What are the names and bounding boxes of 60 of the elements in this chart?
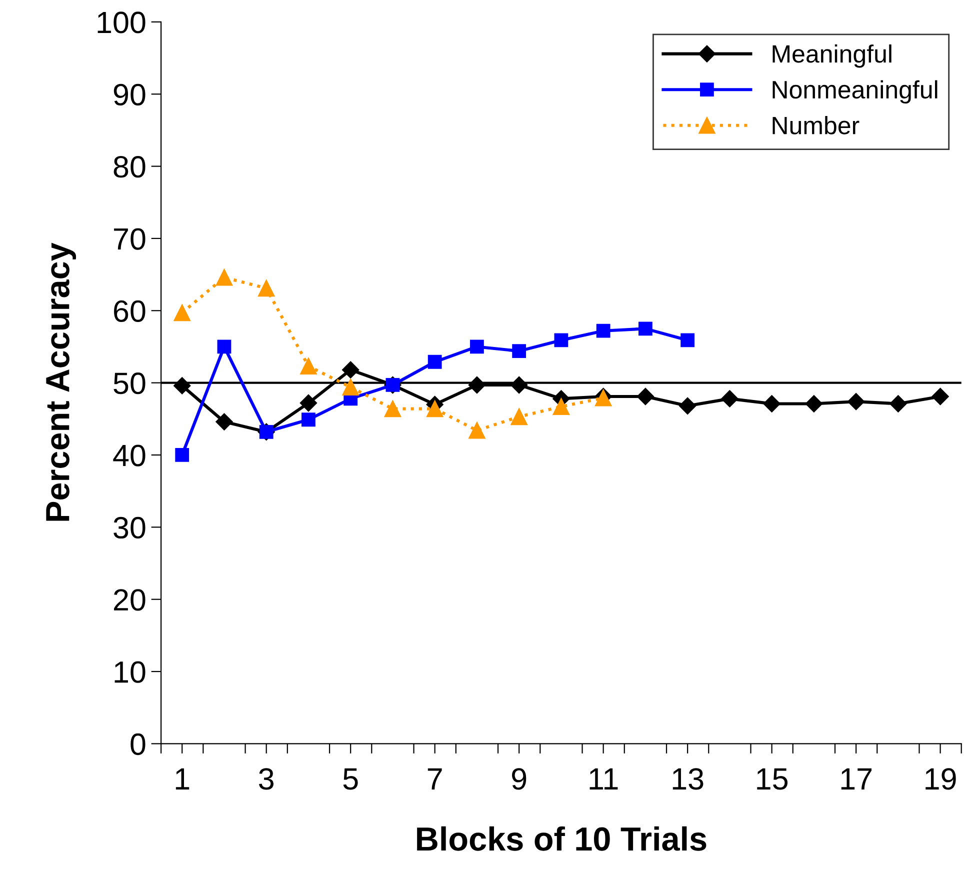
x-tick-label: 17 — [841, 768, 872, 790]
x-tick-label: 7 — [428, 768, 442, 790]
x-tick-label: 19 — [926, 768, 956, 790]
y-tick-label: 10 — [114, 661, 146, 683]
point — [636, 388, 654, 406]
point — [174, 304, 190, 322]
point — [468, 422, 486, 439]
y-tick-label: 80 — [114, 156, 146, 178]
point — [216, 413, 233, 430]
y-tick-label: 0 — [130, 733, 146, 756]
point — [763, 395, 780, 412]
legend-label: Number — [772, 116, 860, 134]
y-tick-label: 100 — [98, 12, 146, 34]
point — [300, 358, 317, 375]
y-tick-label: 90 — [114, 84, 146, 106]
point — [596, 324, 610, 338]
point — [552, 398, 570, 415]
point — [468, 376, 486, 394]
point — [512, 344, 526, 358]
y-tick-label: 30 — [114, 516, 146, 539]
y-tick-label: 60 — [114, 300, 146, 322]
y-tick-label: 20 — [114, 589, 146, 611]
point — [638, 322, 652, 336]
legend-label: Meaningful — [772, 44, 892, 68]
y-tick-label: 70 — [114, 228, 146, 250]
x-tick-label: 13 — [672, 768, 704, 790]
point — [680, 333, 695, 348]
point — [175, 448, 190, 462]
point — [428, 354, 442, 369]
x-tick-label: 11 — [590, 768, 618, 790]
point — [679, 397, 696, 414]
point — [216, 269, 233, 286]
legend-label: Nonmeaningful — [772, 80, 938, 104]
point — [342, 378, 359, 396]
point — [174, 377, 191, 394]
point — [510, 408, 528, 426]
x-tick-label: 1 — [176, 768, 190, 790]
point — [554, 333, 568, 348]
point — [890, 395, 907, 412]
y-axis-title: Percent Accuracy — [46, 242, 76, 521]
point — [217, 340, 232, 354]
x-tick-label: 5 — [343, 768, 358, 790]
point — [300, 394, 318, 412]
point — [932, 388, 949, 406]
point — [805, 395, 822, 412]
x-tick-label: 15 — [757, 768, 788, 790]
point — [510, 376, 528, 394]
y-tick-label: 50 — [114, 372, 146, 394]
point — [721, 390, 738, 408]
x-axis-title: Blocks of 10 Trials — [417, 826, 706, 851]
point — [426, 400, 444, 418]
point — [302, 412, 316, 427]
point — [470, 340, 484, 354]
x-tick-label: 3 — [259, 768, 274, 790]
x-tick-label: 9 — [512, 768, 526, 790]
y-tick-label: 40 — [113, 444, 146, 466]
point — [258, 280, 275, 297]
point — [848, 393, 865, 410]
point — [384, 400, 402, 418]
point — [342, 361, 360, 378]
